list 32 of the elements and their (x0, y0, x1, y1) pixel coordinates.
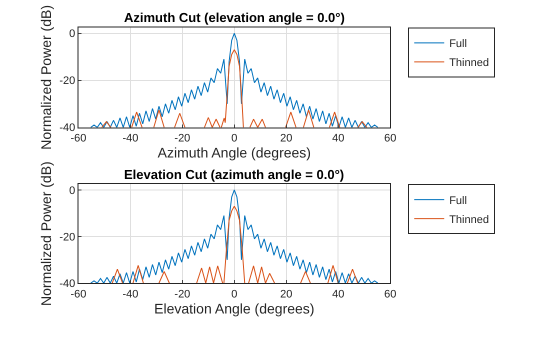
x-tick-label: -60 (70, 288, 86, 300)
x-axis-title: Azimuth Angle (degrees) (158, 144, 311, 161)
chart-title: Elevation Cut (azimuth angle = 0.0°) (124, 167, 344, 182)
x-tick-label: 40 (332, 288, 344, 300)
x-axis-title: Elevation Angle (degrees) (154, 300, 314, 316)
x-tick-label: 20 (280, 132, 292, 145)
legend-label: Full (449, 38, 467, 50)
x-tick-label: 0 (231, 132, 238, 145)
x-tick-label: -60 (70, 132, 86, 145)
y-tick-label: 0 (69, 184, 76, 197)
line-series (90, 32, 378, 128)
legend-label: Thinned (449, 214, 489, 226)
x-tick-label: 60 (384, 132, 396, 145)
x-tick-label: -40 (122, 132, 138, 145)
y-tick-label: -40 (59, 278, 76, 290)
y-tick-label: -20 (59, 231, 76, 244)
y-axis-title: Normalized Power (dB) (38, 5, 54, 150)
x-tick-label: 60 (384, 288, 396, 300)
chart-title: Azimuth Cut (elevation angle = 0.0°) (124, 10, 345, 25)
y-axis-title: Normalized Power (dB) (38, 161, 54, 306)
x-tick-label: -20 (174, 288, 190, 300)
x-tick-label: 0 (231, 288, 238, 300)
x-tick-label: -40 (122, 288, 138, 300)
y-tick-label: -20 (59, 75, 76, 88)
x-tick-label: 40 (332, 132, 344, 145)
line-series (90, 189, 378, 284)
y-tick-label: 0 (69, 28, 76, 40)
legend-label: Full (449, 194, 467, 207)
y-tick-label: -40 (59, 122, 76, 134)
x-tick-label: 20 (280, 288, 292, 300)
x-tick-label: -20 (174, 132, 190, 145)
legend-label: Thinned (449, 57, 489, 70)
